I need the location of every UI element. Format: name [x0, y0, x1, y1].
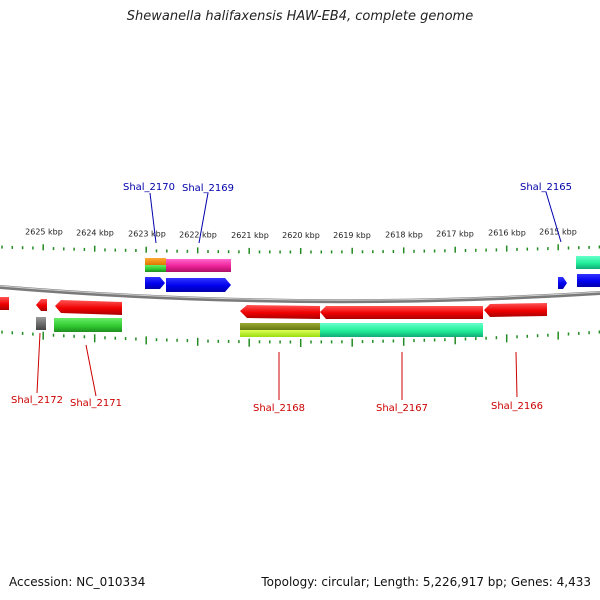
scale-labels: 2625 kbp 2624 kbp 2623 kbp 2622 kbp 2621 kbp…	[25, 227, 577, 240]
genome-backbone	[0, 285, 600, 304]
scale-label: 2623 kbp	[128, 230, 166, 239]
gene-shal-2165-arrow	[558, 277, 567, 289]
genome-backbone-highlight	[0, 285, 600, 301]
gene-block-green	[54, 318, 122, 332]
gene-shal-2171-arrow	[55, 300, 122, 315]
gene-shal-2172-arrow	[36, 299, 47, 311]
gene-label-shal-2165[interactable]: Shal_2165	[520, 182, 572, 193]
scale-ticks-inner	[1, 330, 600, 347]
scale-label: 2618 kbp	[385, 230, 423, 239]
forward-genes	[145, 256, 600, 292]
gene-block-green-small	[145, 265, 166, 272]
scale-label: 2619 kbp	[333, 231, 371, 240]
scale-label: 2624 kbp	[76, 229, 114, 238]
gene-label-shal-2172[interactable]: Shal_2172	[11, 395, 63, 406]
gene-label-shal-2169[interactable]: Shal_2169	[182, 183, 234, 194]
gene-block-lime	[240, 330, 320, 337]
gene-shal-2166-arrow	[484, 303, 547, 317]
scale-label: 2622 kbp	[179, 230, 217, 239]
gene-block-teal-right	[576, 256, 600, 269]
gene-block-blue-right	[577, 274, 600, 287]
scale-label: 2617 kbp	[436, 230, 474, 239]
gene-block-grey	[36, 317, 46, 330]
label-leaders	[36, 191, 562, 400]
scale-label: 2621 kbp	[231, 231, 269, 240]
gene-block-olive	[240, 323, 320, 330]
gene-shal-2169-arrow	[166, 278, 231, 292]
gene-block-pink	[166, 259, 231, 272]
gene-label-shal-2166[interactable]: Shal_2166	[491, 401, 543, 412]
gene-label-shal-2168[interactable]: Shal_2168	[253, 403, 305, 414]
leader-shal-2172	[36, 332, 41, 394]
leader-shal-2166	[515, 351, 518, 398]
map-title: Shewanella halifaxensis HAW-EB4, complet…	[126, 9, 474, 24]
gene-label-shal-2170[interactable]: Shal_2170	[123, 182, 175, 193]
leader-shal-2165	[545, 191, 562, 243]
gene-label-shal-2167[interactable]: Shal_2167	[376, 403, 428, 414]
scale-label: 2616 kbp	[488, 229, 526, 238]
gene-shal-2170-arrow	[145, 277, 165, 289]
gene-block-red-edge	[0, 297, 9, 310]
accession-text: Accession: NC_010334	[9, 575, 146, 589]
gene-shal-2168-arrow	[240, 305, 320, 319]
gene-label-shal-2171[interactable]: Shal_2171	[70, 398, 122, 409]
leader-shal-2171	[85, 344, 97, 397]
leader-shal-2170	[149, 192, 157, 244]
gene-block-teal	[320, 323, 483, 337]
gene-labels: Shal_2170 Shal_2169 Shal_2165 Shal_2172 …	[11, 182, 572, 414]
reverse-genes	[0, 297, 547, 337]
scale-label: 2620 kbp	[282, 231, 320, 240]
leader-shal-2169	[198, 192, 209, 244]
scale-label: 2625 kbp	[25, 227, 63, 236]
scale-ticks-outer	[1, 244, 600, 254]
gene-shal-2167-arrow	[320, 306, 483, 319]
genome-summary-text: Topology: circular; Length: 5,226,917 bp…	[261, 575, 591, 589]
gene-block-orange	[145, 258, 166, 265]
